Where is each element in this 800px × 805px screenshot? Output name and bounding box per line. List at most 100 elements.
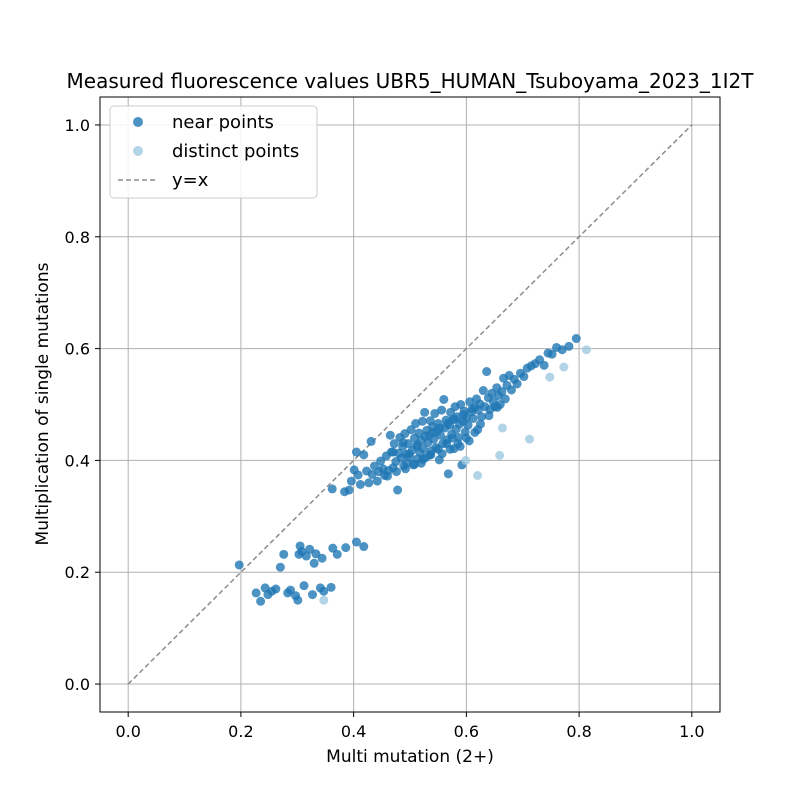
near-point — [547, 349, 557, 359]
near-point — [412, 440, 422, 450]
x-tick-label: 0.0 — [115, 722, 140, 741]
near-point — [275, 562, 285, 572]
near-point — [327, 484, 337, 494]
plot-frame — [99, 96, 721, 713]
near-point — [251, 588, 261, 598]
distinct-point — [524, 434, 534, 444]
near-point — [359, 542, 369, 552]
y-tick-label: 0.6 — [65, 340, 90, 359]
near-point — [437, 405, 447, 415]
distinct-point — [559, 362, 569, 372]
near-point — [467, 404, 477, 414]
x-tick-label: 1.0 — [679, 722, 704, 741]
legend-label-reference-line: y=x — [172, 170, 209, 191]
y-tick-label: 1.0 — [65, 116, 90, 135]
near-point — [429, 434, 439, 444]
near-point — [311, 549, 321, 559]
near-point — [539, 360, 549, 370]
near-point — [417, 416, 427, 426]
near-point — [332, 549, 342, 559]
near-point — [435, 423, 445, 433]
legend-marker-near-points — [133, 117, 143, 127]
near-point — [430, 408, 440, 418]
near-point — [564, 341, 574, 351]
reference-line-y-equals-x — [127, 124, 693, 685]
series-near-points — [234, 334, 581, 606]
y-tick-label: 0.0 — [65, 675, 90, 694]
near-point — [437, 449, 447, 459]
near-point — [391, 467, 401, 477]
near-point — [366, 436, 376, 446]
near-point — [382, 471, 392, 481]
near-point — [435, 430, 445, 440]
y-tick-label: 0.4 — [65, 451, 90, 470]
near-point — [456, 400, 466, 409]
near-point — [428, 427, 438, 437]
data-points — [234, 334, 591, 606]
near-point — [484, 411, 494, 421]
near-point — [445, 444, 455, 454]
near-point — [393, 485, 403, 495]
near-point — [353, 470, 363, 480]
y-tick-label: 0.2 — [65, 563, 90, 582]
x-tick-label: 0.4 — [341, 722, 366, 741]
near-point — [364, 478, 374, 488]
near-point — [388, 447, 398, 457]
near-point — [443, 419, 453, 429]
near-point — [463, 420, 473, 430]
near-point — [443, 469, 453, 479]
legend: near points distinct points y=x — [109, 105, 318, 199]
near-point — [328, 543, 338, 553]
near-point — [410, 459, 420, 469]
near-point — [477, 412, 487, 422]
near-point — [271, 584, 281, 594]
grid-lines — [100, 97, 720, 712]
x-tick-label: 0.6 — [454, 722, 479, 741]
near-point — [420, 431, 430, 441]
near-point — [571, 334, 581, 344]
near-point — [307, 590, 317, 600]
near-point — [309, 558, 319, 568]
legend-label-near-points: near points — [172, 112, 274, 133]
reference-line-layer — [127, 124, 693, 685]
near-point — [398, 438, 408, 448]
distinct-point — [461, 455, 471, 465]
series-distinct-points — [319, 345, 591, 605]
near-point — [512, 379, 522, 389]
near-point — [459, 410, 469, 420]
near-point — [351, 447, 361, 457]
near-point — [234, 560, 244, 570]
x-axis-label: Multi mutation (2+) — [326, 747, 494, 767]
near-point — [557, 345, 567, 355]
near-point — [418, 454, 428, 464]
near-point — [341, 543, 351, 553]
near-point — [385, 430, 395, 440]
near-point — [400, 464, 410, 474]
x-tick-label: 0.2 — [228, 722, 253, 741]
near-point — [404, 449, 414, 459]
near-point — [497, 387, 507, 397]
near-point — [305, 544, 315, 554]
distinct-point — [497, 423, 507, 433]
near-point — [389, 439, 399, 449]
near-point — [473, 425, 483, 435]
legend-label-distinct-points: distinct points — [172, 141, 299, 162]
near-point — [478, 386, 488, 396]
near-point — [319, 586, 329, 596]
near-point — [506, 385, 516, 395]
distinct-point — [473, 471, 483, 481]
distinct-point — [581, 345, 591, 355]
y-axis-label: Multiplication of single mutations — [33, 262, 53, 545]
chart-title: Measured fluorescence values UBR5_HUMAN_… — [67, 69, 755, 93]
near-point — [256, 596, 266, 606]
near-point — [326, 582, 336, 592]
near-point — [346, 476, 356, 486]
near-point — [355, 479, 365, 489]
near-point — [406, 425, 416, 435]
near-point — [420, 407, 430, 417]
near-point — [455, 441, 465, 451]
distinct-point — [545, 372, 555, 382]
near-point — [450, 414, 460, 424]
